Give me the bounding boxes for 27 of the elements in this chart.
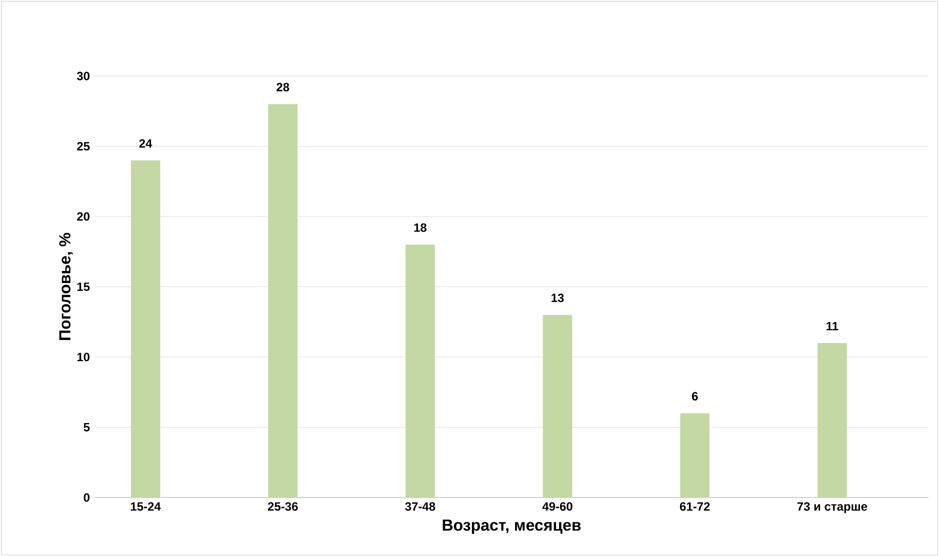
x-tick-label: 37-48 (405, 502, 436, 511)
y-axis-title: Поголовье, % (59, 232, 73, 340)
x-tick-label: 15-24 (130, 502, 161, 511)
y-tick-label: 5 (84, 422, 90, 432)
data-label: 11 (826, 322, 838, 330)
x-tick-label: 61-72 (680, 502, 710, 511)
bar (406, 244, 435, 498)
y-tick-label: 0 (84, 493, 90, 502)
data-label: 24 (139, 139, 152, 148)
data-label: 18 (414, 223, 427, 232)
data-label: 6 (692, 392, 698, 400)
data-label: 28 (276, 82, 290, 92)
x-tick-label: 73 и старше (797, 502, 868, 513)
y-tick-label: 25 (77, 142, 90, 150)
x-tick-label: 49-60 (542, 502, 572, 511)
x-tick-label: 25-36 (268, 502, 298, 511)
bar (818, 342, 847, 498)
y-tick-label: 10 (77, 352, 90, 362)
y-tick-label: 30 (76, 72, 90, 80)
bar (268, 104, 298, 498)
y-tick-label: 15 (77, 282, 90, 291)
bar (130, 160, 160, 498)
x-axis-title: Возраст, месяцев (442, 519, 581, 534)
bar (542, 314, 572, 498)
y-tick-label: 20 (77, 212, 90, 221)
bar (680, 413, 710, 498)
data-label: 13 (552, 294, 564, 302)
